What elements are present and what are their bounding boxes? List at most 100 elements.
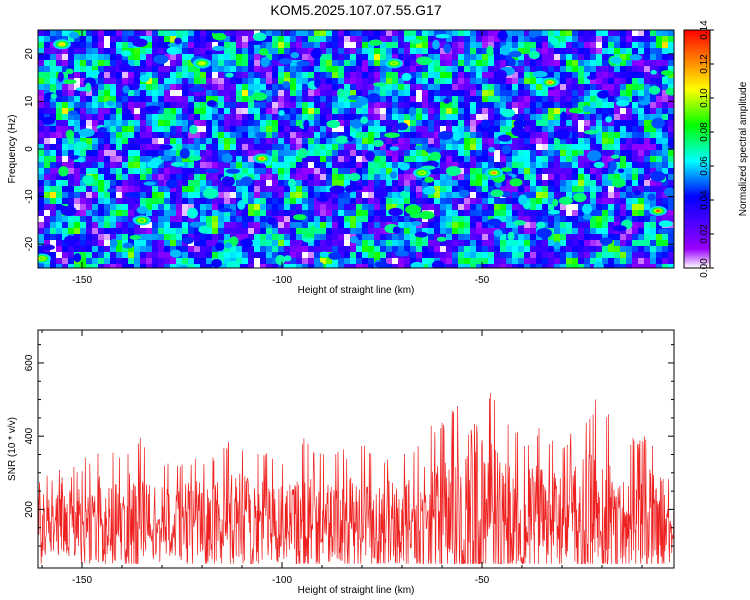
heatmap-cell — [356, 216, 362, 222]
heatmap-cell — [434, 108, 440, 114]
heatmap-cell — [104, 36, 110, 42]
heatmap-cell — [632, 150, 638, 156]
heatmap-cell — [380, 120, 386, 126]
heatmap-cell — [608, 252, 614, 258]
heatmap-cell — [644, 156, 650, 162]
heatmap-cell — [302, 162, 308, 168]
heatmap-cell — [662, 234, 668, 240]
heatmap-cell — [110, 72, 116, 78]
heatmap-cell — [194, 42, 200, 48]
heatmap-cell — [422, 138, 428, 144]
heatmap-cell — [218, 90, 224, 96]
heatmap-cell — [218, 108, 224, 114]
heatmap-cell — [68, 54, 74, 60]
heatmap-cell — [302, 144, 308, 150]
heatmap-cell — [224, 144, 230, 150]
heatmap-cell — [332, 204, 338, 210]
heatmap-cell — [44, 228, 50, 234]
heatmap-cell — [80, 90, 86, 96]
heatmap-cell — [638, 42, 644, 48]
heatmap-cell — [566, 102, 572, 108]
heatmap-cell — [602, 246, 608, 252]
heatmap-blob — [437, 130, 454, 140]
heatmap-cell — [278, 114, 284, 120]
heatmap-cell — [236, 234, 242, 240]
heatmap-cell — [410, 42, 416, 48]
heatmap-cell — [362, 66, 368, 72]
heatmap-cell — [638, 48, 644, 54]
heatmap-cell — [122, 180, 128, 186]
heatmap-blob — [347, 95, 360, 101]
heatmap-cell — [470, 264, 476, 268]
heatmap-cell — [254, 144, 260, 150]
heatmap-cell — [284, 120, 290, 126]
heatmap-cell — [182, 180, 188, 186]
heatmap-cell — [242, 204, 248, 210]
x-tick-label: -50 — [475, 275, 490, 286]
heatmap-cell — [74, 48, 80, 54]
heatmap-cell — [632, 192, 638, 198]
heatmap-cell — [638, 72, 644, 78]
heatmap-cell — [320, 114, 326, 120]
heatmap-cell — [482, 48, 488, 54]
heatmap-cell — [608, 198, 614, 204]
heatmap-cell — [140, 120, 146, 126]
heatmap-cell — [458, 60, 464, 66]
heatmap-cell — [194, 120, 200, 126]
heatmap-cell — [518, 108, 524, 114]
heatmap-cell — [482, 60, 488, 66]
heatmap-cell — [440, 108, 446, 114]
heatmap-cell — [644, 258, 650, 264]
heatmap-cell — [530, 96, 536, 102]
heatmap-cell — [476, 108, 482, 114]
heatmap-cell — [326, 156, 332, 162]
heatmap-cell — [128, 72, 134, 78]
heatmap-cell — [458, 198, 464, 204]
heatmap-cell — [422, 114, 428, 120]
heatmap-cell — [296, 84, 302, 90]
heatmap-blob — [319, 251, 330, 258]
heatmap-cell — [344, 54, 350, 60]
heatmap-cell — [578, 96, 584, 102]
heatmap-cell — [296, 174, 302, 180]
heatmap-cell — [482, 90, 488, 96]
heatmap-cell — [662, 204, 668, 210]
heatmap-cell — [584, 198, 590, 204]
heatmap-cell — [122, 174, 128, 180]
heatmap-cell — [374, 72, 380, 78]
heatmap-cell — [248, 72, 254, 78]
heatmap-cell — [374, 60, 380, 66]
heatmap-cell — [272, 42, 278, 48]
heatmap-cell — [194, 252, 200, 258]
heatmap-cell — [626, 234, 632, 240]
heatmap-cell — [380, 96, 386, 102]
heatmap-cell — [476, 234, 482, 240]
heatmap-blob — [552, 198, 559, 207]
heatmap-cell — [350, 30, 356, 36]
heatmap-cell — [254, 150, 260, 156]
heatmap-cell — [320, 144, 326, 150]
heatmap-cell — [62, 174, 68, 180]
heatmap-cell — [122, 156, 128, 162]
heatmap-cell — [56, 192, 62, 198]
heatmap-cell — [350, 66, 356, 72]
heatmap-cell — [290, 216, 296, 222]
heatmap-cell — [518, 216, 524, 222]
heatmap-cell — [470, 156, 476, 162]
heatmap-cell — [368, 252, 374, 258]
heatmap-cell — [74, 90, 80, 96]
heatmap-cell — [164, 78, 170, 84]
heatmap-cell — [470, 222, 476, 228]
heatmap-cell — [392, 108, 398, 114]
heatmap-cell — [308, 132, 314, 138]
heatmap-cell — [248, 84, 254, 90]
heatmap-cell — [218, 264, 224, 268]
heatmap-cell — [668, 228, 674, 234]
heatmap-cell — [260, 210, 266, 216]
heatmap-cell — [404, 84, 410, 90]
heatmap-cell — [482, 228, 488, 234]
heatmap-cell — [308, 204, 314, 210]
heatmap-cell — [434, 234, 440, 240]
heatmap-cell — [194, 96, 200, 102]
heatmap-cell — [494, 30, 500, 36]
